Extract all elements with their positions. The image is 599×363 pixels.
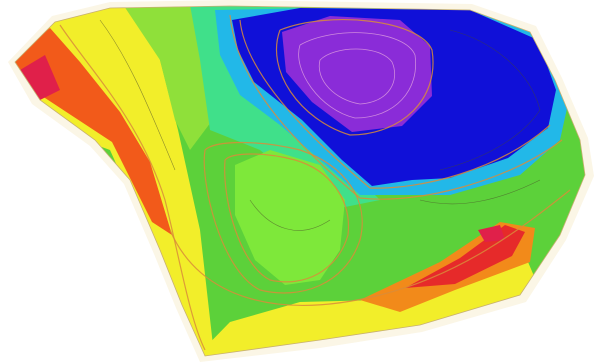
elevation-layers — [0, 0, 599, 363]
elevation-map — [0, 0, 599, 363]
